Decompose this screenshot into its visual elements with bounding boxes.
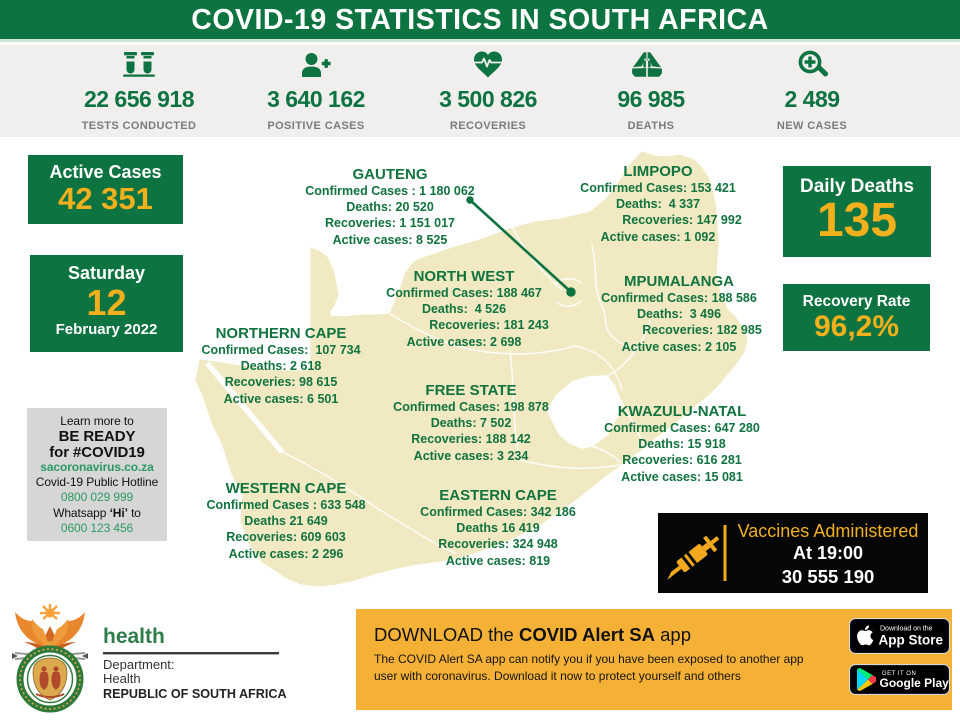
svg-text:GET IT ON: GET IT ON: [882, 671, 916, 677]
svg-text:Download on the: Download on the: [880, 626, 933, 633]
svg-text:health: health: [103, 625, 165, 648]
svg-text:REPUBLIC OF SOUTH AFRICA: REPUBLIC OF SOUTH AFRICA: [103, 687, 287, 701]
svg-text:Google Play: Google Play: [880, 676, 950, 690]
svg-text:Health: Health: [103, 671, 141, 686]
svg-text:App Store: App Store: [879, 633, 944, 648]
svg-text:Department:: Department:: [103, 657, 175, 672]
